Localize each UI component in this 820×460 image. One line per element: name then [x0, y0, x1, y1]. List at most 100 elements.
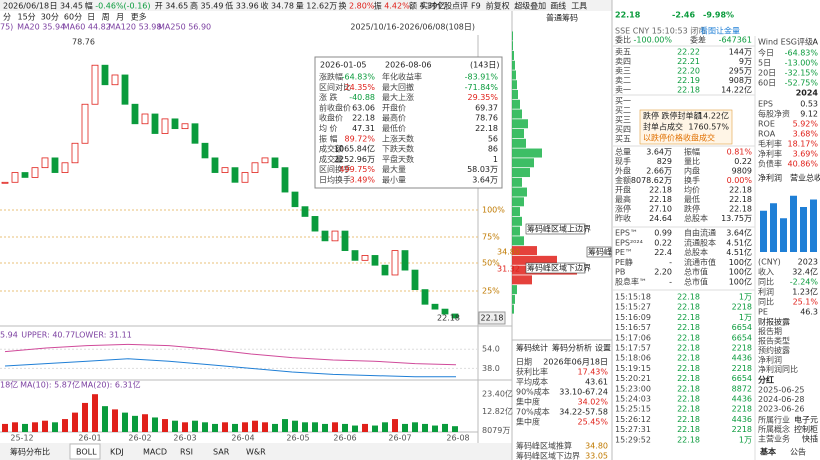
volume-bar — [282, 419, 288, 432]
label: 2026/06/18 — [3, 2, 49, 11]
volume-bar — [132, 415, 138, 432]
label: 主营业务 — [758, 434, 790, 444]
label: 区间对比 — [319, 82, 351, 92]
candle — [31, 167, 39, 178]
volume-bar — [422, 423, 428, 432]
label: 最大量 — [382, 164, 406, 174]
label: 100% — [482, 206, 505, 215]
label: 卖一 — [615, 86, 631, 95]
label: 78.76 — [475, 114, 498, 123]
label: 2218 — [732, 344, 752, 353]
label: 90%成本 — [516, 387, 550, 397]
candle — [81, 103, 89, 144]
period-tab: 日 — [87, 13, 95, 22]
label: 筹码峰区域下边界 — [527, 263, 591, 273]
label: PE™ — [615, 248, 633, 257]
candle — [91, 64, 99, 105]
label: 筹码峰区域推算 — [516, 441, 572, 451]
label: 额 — [409, 1, 417, 11]
label: 3.68% — [793, 130, 819, 139]
tab[interactable]: SAR — [213, 448, 230, 457]
candle — [401, 250, 409, 271]
label: MA(10): 5.87亿 — [20, 380, 80, 390]
label: 33.10-67.24 — [559, 388, 608, 397]
label: 75% — [482, 233, 500, 242]
label: 22.18 — [677, 384, 700, 393]
label: 22.18 — [677, 435, 700, 444]
label: -100.00% — [634, 36, 673, 45]
label: 22.18 — [677, 405, 700, 414]
chip-bar — [512, 148, 542, 158]
volume-bar — [432, 425, 438, 432]
label: 委差 — [690, 35, 706, 45]
label: (143日) — [470, 61, 500, 70]
label: 13.75万 — [721, 214, 752, 223]
tab[interactable]: BOLL — [76, 448, 97, 457]
label: 22.18 — [677, 395, 700, 404]
label: 22.18 — [677, 364, 700, 373]
label: 开盘价 — [382, 102, 406, 112]
label: 22.18 — [677, 354, 700, 363]
volume-bar — [412, 422, 418, 432]
label: (CNY) — [758, 258, 781, 267]
volume-bar — [342, 423, 348, 432]
volume-bar — [402, 423, 408, 432]
candle — [251, 162, 259, 173]
candle — [291, 191, 299, 208]
volume-bar — [52, 422, 58, 432]
label: 75) — [0, 23, 13, 32]
chip-bar — [512, 216, 522, 226]
chip-bar — [512, 109, 522, 119]
label: 筹码峰 — [588, 247, 612, 257]
label: - — [669, 258, 672, 267]
label: 以跌停价格收盘成交 — [643, 133, 715, 143]
chip-bar — [512, 275, 532, 285]
tab[interactable]: MACD — [143, 448, 167, 457]
x-tick-label: 25-12 — [10, 434, 33, 443]
volume-bar — [122, 412, 128, 432]
label: 35.49 — [201, 2, 224, 11]
label: 6654 — [732, 333, 752, 342]
label: 33.96 — [236, 2, 259, 11]
label: - — [669, 278, 672, 287]
chip-bar — [512, 197, 524, 207]
label: 29.35% — [467, 93, 498, 102]
candle — [381, 264, 389, 276]
tab[interactable]: 筹码分布比 — [10, 447, 50, 457]
label: 4436 — [732, 354, 752, 363]
candle — [431, 303, 439, 310]
label: 4.39亿 — [420, 1, 446, 11]
label: 15:29:52 — [615, 435, 651, 444]
label: 画线 — [550, 1, 566, 11]
label: 1万 — [739, 293, 752, 302]
label: 829 — [657, 157, 672, 166]
label: EPS — [758, 100, 773, 109]
volume-bar — [12, 422, 18, 432]
label: 3.64万 — [646, 148, 672, 157]
label: 2026年06月18日 — [543, 357, 608, 367]
mini-bar — [790, 195, 797, 252]
chip-bar — [512, 50, 514, 60]
candle — [11, 172, 19, 183]
label: 涨 跌 — [319, 92, 338, 102]
label: 1 — [493, 155, 498, 164]
label: 50% — [482, 259, 500, 268]
tab[interactable]: W&R — [246, 448, 266, 457]
tab[interactable]: RSI — [180, 448, 193, 457]
label: 1065.84亿 — [334, 144, 375, 154]
volume-bar — [232, 423, 238, 432]
label: 收 — [261, 1, 269, 11]
volume-bar — [442, 423, 448, 432]
tab[interactable]: KDJ — [110, 448, 124, 457]
label: 78.76 — [72, 38, 95, 47]
volume-bar — [382, 422, 388, 432]
label: 8872 — [732, 384, 752, 393]
label: 144万 — [729, 48, 752, 57]
label: 控制柜 — [794, 424, 818, 434]
label: 15:25:15 — [615, 405, 651, 414]
chip-bar — [512, 158, 534, 168]
candle — [361, 255, 369, 261]
peak-label-box — [586, 246, 612, 258]
label: 集中度 — [516, 397, 540, 407]
